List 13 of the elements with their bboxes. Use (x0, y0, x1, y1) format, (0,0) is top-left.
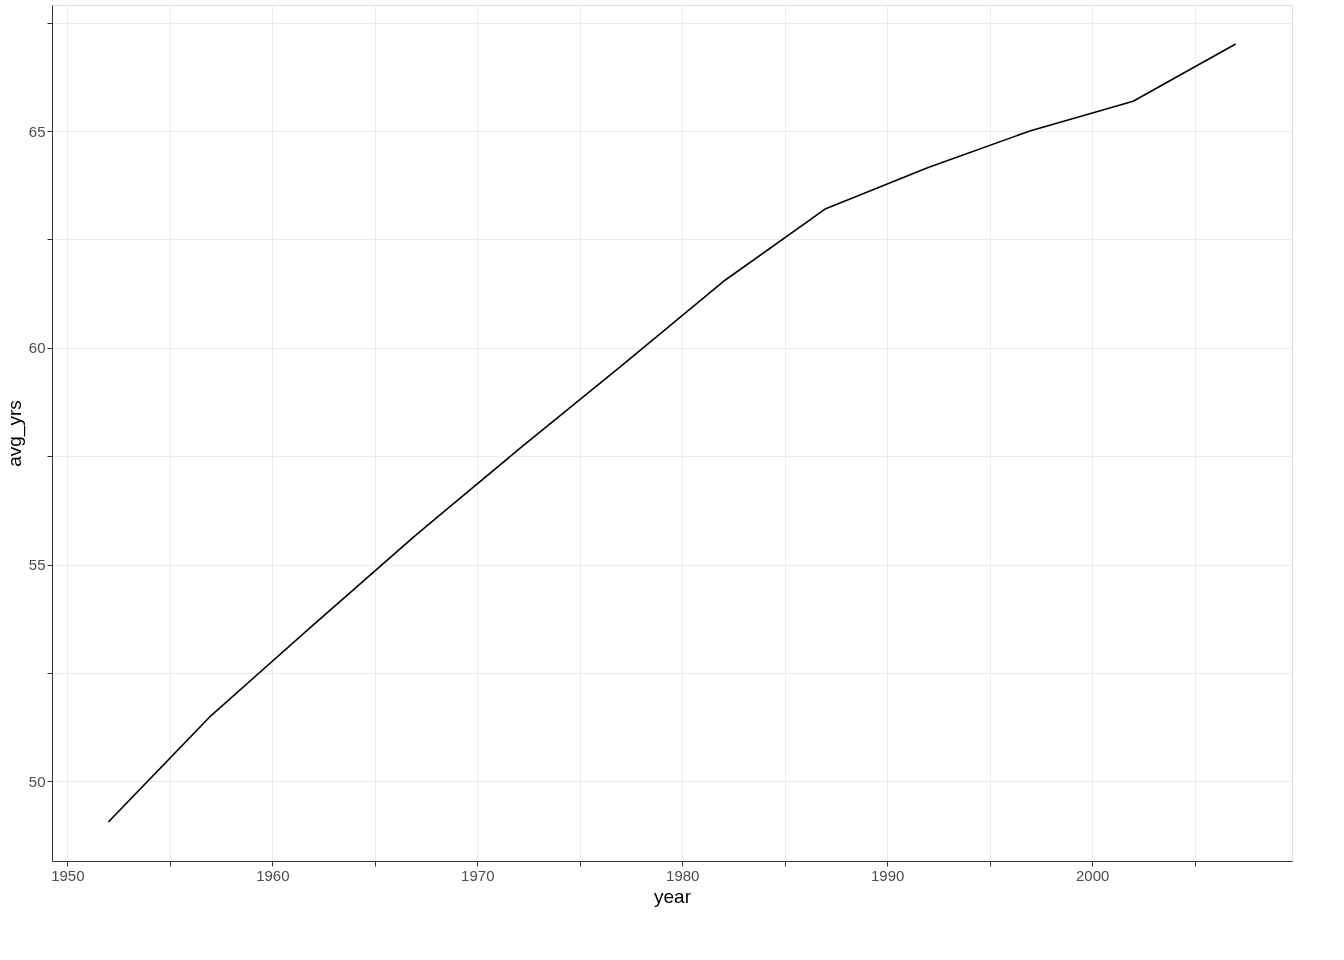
line-series (107, 43, 1237, 823)
y-tick-label: 55 (28, 556, 46, 574)
y-tick-label: 50 (28, 772, 46, 790)
y-axis-title: avg_yrs (3, 400, 26, 467)
y-tick-label: 65 (28, 122, 46, 140)
y-tick-label: 60 (28, 339, 46, 357)
x-tick-label: 2000 (1075, 866, 1110, 884)
x-axis-title: year (654, 885, 692, 907)
x-tick-label: 1950 (51, 866, 85, 884)
x-tick-label: 1970 (461, 866, 495, 884)
x-tick-label: 1980 (666, 866, 700, 884)
x-tick-label: 1960 (256, 866, 290, 884)
x-tick-label: 1990 (871, 866, 905, 884)
